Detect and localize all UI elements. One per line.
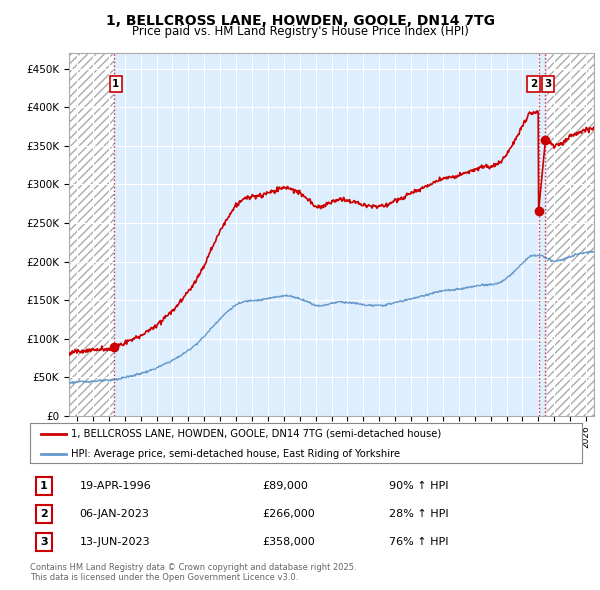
Text: 06-JAN-2023: 06-JAN-2023 bbox=[80, 509, 149, 519]
Text: HPI: Average price, semi-detached house, East Riding of Yorkshire: HPI: Average price, semi-detached house,… bbox=[71, 450, 401, 460]
Text: 1, BELLCROSS LANE, HOWDEN, GOOLE, DN14 7TG (semi-detached house): 1, BELLCROSS LANE, HOWDEN, GOOLE, DN14 7… bbox=[71, 429, 442, 439]
Text: 90% ↑ HPI: 90% ↑ HPI bbox=[389, 481, 448, 491]
Bar bbox=[547, 53, 594, 416]
Bar bbox=[69, 53, 113, 416]
Text: £358,000: £358,000 bbox=[262, 537, 314, 547]
Text: 2: 2 bbox=[530, 79, 537, 89]
Text: 13-JUN-2023: 13-JUN-2023 bbox=[80, 537, 151, 547]
Text: 1, BELLCROSS LANE, HOWDEN, GOOLE, DN14 7TG: 1, BELLCROSS LANE, HOWDEN, GOOLE, DN14 7… bbox=[106, 14, 494, 28]
Text: £266,000: £266,000 bbox=[262, 509, 314, 519]
Text: 76% ↑ HPI: 76% ↑ HPI bbox=[389, 537, 448, 547]
Text: £89,000: £89,000 bbox=[262, 481, 308, 491]
Text: 3: 3 bbox=[544, 79, 551, 89]
Text: Price paid vs. HM Land Registry's House Price Index (HPI): Price paid vs. HM Land Registry's House … bbox=[131, 25, 469, 38]
Text: 2: 2 bbox=[40, 509, 47, 519]
Text: 3: 3 bbox=[40, 537, 47, 547]
Text: 1: 1 bbox=[40, 481, 47, 491]
Text: 28% ↑ HPI: 28% ↑ HPI bbox=[389, 509, 448, 519]
Text: 19-APR-1996: 19-APR-1996 bbox=[80, 481, 151, 491]
Text: 1: 1 bbox=[112, 79, 119, 89]
Text: Contains HM Land Registry data © Crown copyright and database right 2025.
This d: Contains HM Land Registry data © Crown c… bbox=[30, 563, 356, 582]
